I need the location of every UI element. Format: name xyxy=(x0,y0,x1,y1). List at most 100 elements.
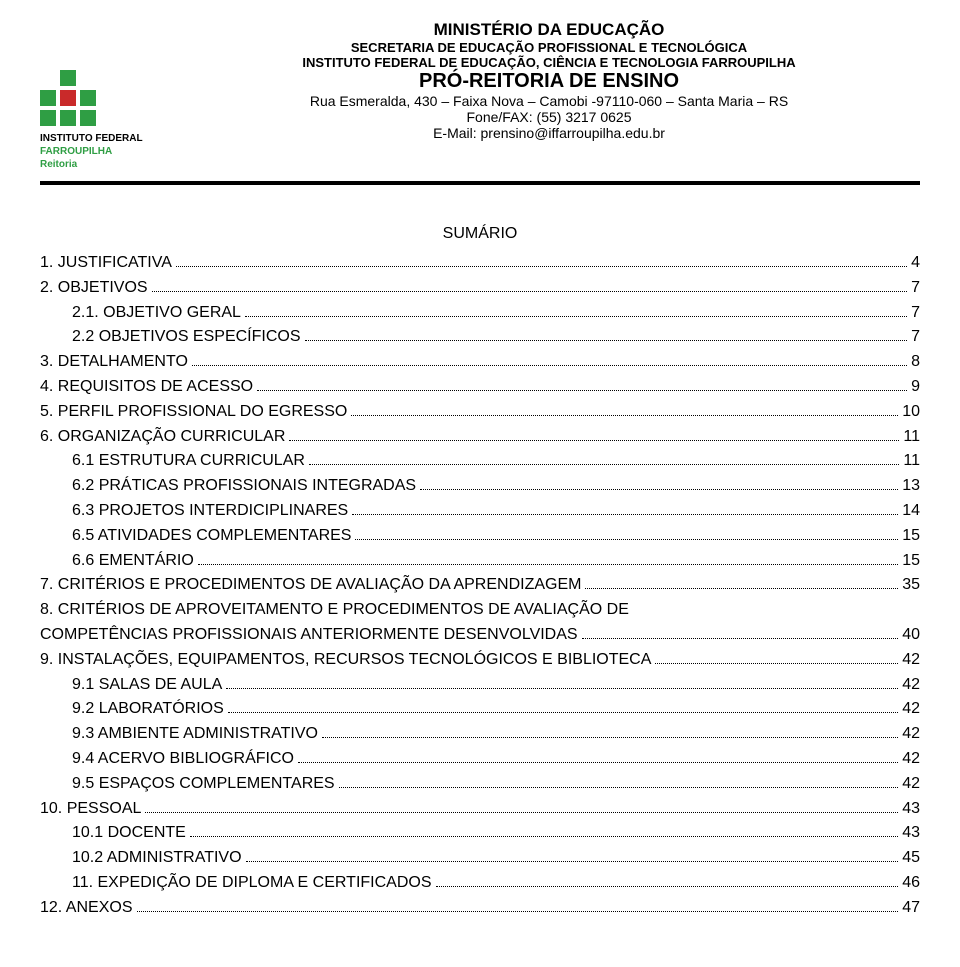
toc-label: 1. JUSTIFICATIVA xyxy=(40,251,172,276)
toc-leader-dots xyxy=(585,588,898,589)
toc-page: 11 xyxy=(903,449,920,474)
toc-page: 9 xyxy=(911,375,920,400)
header-logo: INSTITUTO FEDERAL FARROUPILHA Reitoria xyxy=(40,20,160,171)
toc-page: 40 xyxy=(902,623,920,648)
toc-label: 10.1 DOCENTE xyxy=(72,821,186,846)
toc-entry: 6.2 PRÁTICAS PROFISSIONAIS INTEGRADAS13 xyxy=(40,474,920,499)
toc-entry: 5. PERFIL PROFISSIONAL DO EGRESSO10 xyxy=(40,400,920,425)
toc-leader-dots xyxy=(190,836,898,837)
header-address: Rua Esmeralda, 430 – Faixa Nova – Camobi… xyxy=(178,93,920,109)
toc-entry: 2. OBJETIVOS7 xyxy=(40,276,920,301)
toc-page: 35 xyxy=(902,573,920,598)
toc-leader-dots xyxy=(305,340,908,341)
toc-entry: 2.2 OBJETIVOS ESPECÍFICOS 7 xyxy=(40,325,920,350)
toc-leader-dots xyxy=(246,861,899,862)
toc-page: 42 xyxy=(902,722,920,747)
toc-entry: 6.6 EMENTÁRIO 15 xyxy=(40,549,920,574)
toc-label: 5. PERFIL PROFISSIONAL DO EGRESSO xyxy=(40,400,347,425)
toc-label: 2.2 OBJETIVOS ESPECÍFICOS xyxy=(72,325,301,350)
toc-label: COMPETÊNCIAS PROFISSIONAIS ANTERIORMENTE… xyxy=(40,623,578,648)
toc-entry: 7. CRITÉRIOS E PROCEDIMENTOS DE AVALIAÇÃ… xyxy=(40,573,920,598)
toc-leader-dots xyxy=(137,911,899,912)
toc-page: 47 xyxy=(902,896,920,921)
toc-label: 8. CRITÉRIOS DE APROVEITAMENTO E PROCEDI… xyxy=(40,598,920,623)
toc-label: 2.1. OBJETIVO GERAL xyxy=(72,301,241,326)
toc-entry: 10.2 ADMINISTRATIVO 45 xyxy=(40,846,920,871)
toc-page: 46 xyxy=(902,871,920,896)
toc-entry: 10. PESSOAL 43 xyxy=(40,797,920,822)
toc-leader-dots xyxy=(289,440,899,441)
toc-label: 6.6 EMENTÁRIO xyxy=(72,549,194,574)
toc-label: 7. CRITÉRIOS E PROCEDIMENTOS DE AVALIAÇÃ… xyxy=(40,573,581,598)
summary-title: SUMÁRIO xyxy=(40,225,920,243)
toc-label: 4. REQUISITOS DE ACESSO xyxy=(40,375,253,400)
table-of-contents: 1. JUSTIFICATIVA42. OBJETIVOS72.1. OBJET… xyxy=(40,251,920,921)
header-email: E-Mail: prensino@iffarroupilha.edu.br xyxy=(178,125,920,141)
toc-label: 3. DETALHAMENTO xyxy=(40,350,188,375)
toc-entry: 4. REQUISITOS DE ACESSO 9 xyxy=(40,375,920,400)
toc-label: 2. OBJETIVOS xyxy=(40,276,148,301)
toc-page: 42 xyxy=(902,673,920,698)
toc-entry: 11. EXPEDIÇÃO DE DIPLOMA E CERTIFICADOS 4… xyxy=(40,871,920,896)
toc-entry: 3. DETALHAMENTO8 xyxy=(40,350,920,375)
toc-label: 9. INSTALAÇÕES, EQUIPAMENTOS, RECURSOS T… xyxy=(40,648,651,673)
toc-leader-dots xyxy=(436,886,899,887)
toc-page: 43 xyxy=(902,821,920,846)
toc-page: 4 xyxy=(911,251,920,276)
toc-leader-dots xyxy=(228,712,898,713)
toc-leader-dots xyxy=(352,514,898,515)
toc-entry: 6.1 ESTRUTURA CURRICULAR 11 xyxy=(40,449,920,474)
toc-entry: 9.1 SALAS DE AULA 42 xyxy=(40,673,920,698)
toc-label: 9.5 ESPAÇOS COMPLEMENTARES xyxy=(72,772,335,797)
toc-leader-dots xyxy=(582,638,899,639)
toc-label: 9.3 AMBIENTE ADMINISTRATIVO xyxy=(72,722,318,747)
toc-label: 6.3 PROJETOS INTERDICIPLINARES xyxy=(72,499,348,524)
toc-entry: 10.1 DOCENTE 43 xyxy=(40,821,920,846)
toc-page: 7 xyxy=(911,301,920,326)
toc-label: 6. ORGANIZAÇÃO CURRICULAR xyxy=(40,425,285,450)
toc-label: 9.2 LABORATÓRIOS xyxy=(72,697,224,722)
toc-entry: 8. CRITÉRIOS DE APROVEITAMENTO E PROCEDI… xyxy=(40,598,920,648)
header-phone: Fone/FAX: (55) 3217 0625 xyxy=(178,109,920,125)
header-institute: INSTITUTO FEDERAL DE EDUCAÇÃO, CIÊNCIA E… xyxy=(178,55,920,70)
toc-leader-dots xyxy=(176,266,907,267)
toc-leader-dots xyxy=(145,812,898,813)
toc-leader-dots xyxy=(309,464,899,465)
header-department: PRÓ-REITORIA DE ENSINO xyxy=(178,70,920,93)
toc-leader-dots xyxy=(198,564,898,565)
toc-label: 9.4 ACERVO BIBLIOGRÁFICO xyxy=(72,747,294,772)
toc-entry: 9. INSTALAÇÕES, EQUIPAMENTOS, RECURSOS T… xyxy=(40,648,920,673)
logo-line1: INSTITUTO FEDERAL xyxy=(40,132,160,145)
toc-leader-dots xyxy=(355,539,898,540)
toc-entry: 9.5 ESPAÇOS COMPLEMENTARES42 xyxy=(40,772,920,797)
toc-entry: 9.4 ACERVO BIBLIOGRÁFICO42 xyxy=(40,747,920,772)
toc-entry: 6. ORGANIZAÇÃO CURRICULAR11 xyxy=(40,425,920,450)
toc-label: 6.2 PRÁTICAS PROFISSIONAIS INTEGRADAS xyxy=(72,474,416,499)
toc-page: 15 xyxy=(902,549,920,574)
toc-leader-dots xyxy=(322,737,898,738)
toc-leader-dots xyxy=(298,762,898,763)
header-text: MINISTÉRIO DA EDUCAÇÃO SECRETARIA DE EDU… xyxy=(178,20,920,141)
toc-leader-dots xyxy=(257,390,907,391)
toc-leader-dots xyxy=(351,415,898,416)
toc-page: 43 xyxy=(902,797,920,822)
header-secretary: SECRETARIA DE EDUCAÇÃO PROFISSIONAL E TE… xyxy=(178,40,920,55)
toc-label: 10.2 ADMINISTRATIVO xyxy=(72,846,242,871)
toc-page: 15 xyxy=(902,524,920,549)
toc-label: 6.1 ESTRUTURA CURRICULAR xyxy=(72,449,305,474)
toc-entry: 6.3 PROJETOS INTERDICIPLINARES 14 xyxy=(40,499,920,524)
toc-entry: 1. JUSTIFICATIVA 4 xyxy=(40,251,920,276)
toc-page: 14 xyxy=(902,499,920,524)
header-ministry: MINISTÉRIO DA EDUCAÇÃO xyxy=(178,20,920,40)
toc-label: 10. PESSOAL xyxy=(40,797,141,822)
toc-entry: 9.2 LABORATÓRIOS42 xyxy=(40,697,920,722)
toc-label: 11. EXPEDIÇÃO DE DIPLOMA E CERTIFICADOS xyxy=(72,871,432,896)
toc-entry: 12. ANEXOS47 xyxy=(40,896,920,921)
logo-squares xyxy=(40,70,160,126)
header-rule xyxy=(40,181,920,185)
toc-leader-dots xyxy=(192,365,907,366)
logo-line3: Reitoria xyxy=(40,158,160,171)
toc-page: 7 xyxy=(911,325,920,350)
toc-page: 45 xyxy=(902,846,920,871)
toc-label: 9.1 SALAS DE AULA xyxy=(72,673,222,698)
